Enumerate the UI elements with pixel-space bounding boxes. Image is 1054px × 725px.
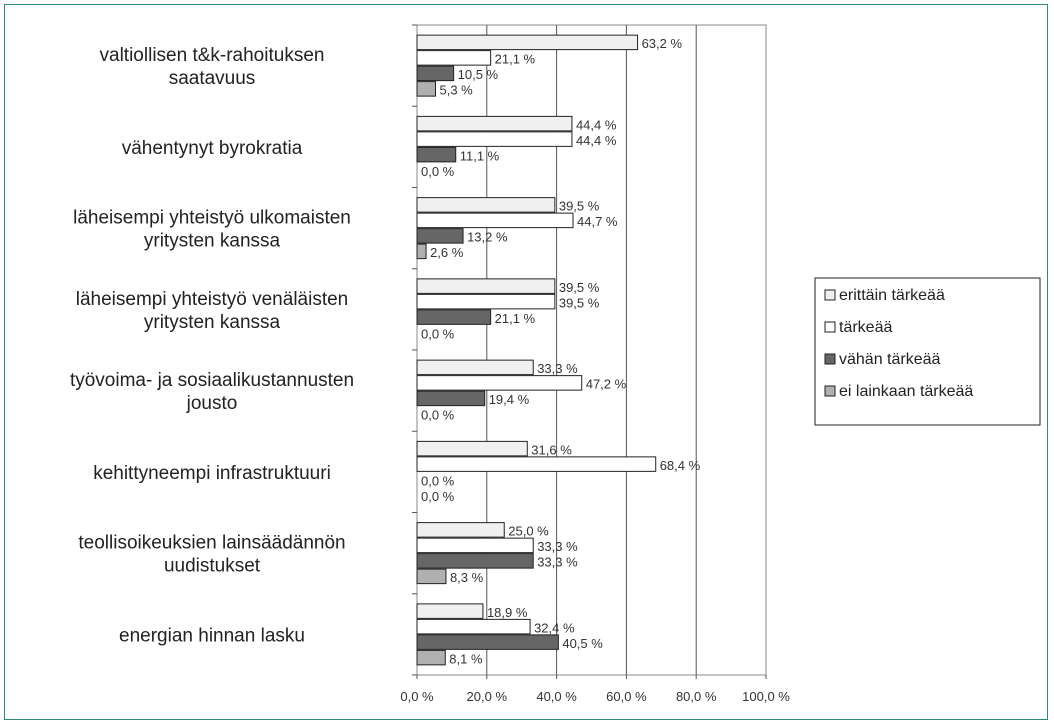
legend-label: ei lainkaan tärkeää [839, 383, 973, 400]
data-label: 21,1 % [495, 311, 536, 326]
category-labels: valtiollisen t&k-rahoituksen saatavuus väh… [70, 45, 354, 646]
bar [416, 309, 492, 325]
data-label: 0,0 % [421, 164, 455, 179]
bar [416, 440, 528, 457]
data-label: 0,0 % [421, 326, 455, 341]
legend-box [814, 277, 1041, 426]
legend-label: vähän tärkeää [839, 351, 941, 368]
bar [416, 603, 484, 619]
legend-label: erittäin tärkeää [839, 287, 945, 304]
legend-swatch [824, 353, 836, 365]
data-label: 25,0 % [508, 524, 549, 539]
data-label: 44,4 % [576, 133, 617, 148]
data-label: 39,5 % [559, 295, 600, 310]
data-label: 44,7 % [577, 214, 618, 229]
x-tick-label: 80,0 % [676, 689, 717, 704]
data-label: 0,0 % [421, 408, 455, 423]
data-label: 63,2 % [642, 36, 683, 51]
category-label: läheisempi yhteistyö ulkomaisten yrityste… [73, 208, 351, 252]
bar [416, 359, 534, 376]
data-labels: 63,2 %21,1 %10,5 %5,3 %44,4 %44,4 %11,1 … [421, 36, 701, 666]
data-label: 39,5 % [559, 280, 600, 295]
bar [416, 243, 427, 260]
data-label: 33,3 % [537, 539, 578, 554]
bar [416, 278, 556, 294]
data-label: 68,4 % [660, 458, 701, 473]
bars [416, 34, 657, 666]
data-label: 8,3 % [450, 570, 484, 585]
category-label: läheisempi yhteistyö venäläisten yrityste… [76, 289, 349, 333]
data-label: 39,5 % [559, 199, 600, 214]
category-label: työvoima- ja sosiaalikustannusten jousto [70, 370, 354, 414]
data-label: 33,3 % [537, 361, 578, 376]
legend-label: tärkeää [839, 319, 892, 336]
bar [416, 115, 573, 132]
data-label: 10,5 % [458, 67, 499, 82]
data-label: 8,1 % [449, 651, 483, 666]
bar [416, 146, 457, 163]
bar [416, 197, 556, 213]
category-label: valtiollisen t&k-rahoituksen saatavuus [100, 45, 325, 89]
bar [416, 568, 447, 585]
data-label: 11,1 % [460, 148, 500, 163]
x-tick-label: 40,0 % [536, 689, 577, 704]
bar [416, 456, 657, 472]
data-label: 0,0 % [421, 473, 455, 488]
data-label: 2,6 % [430, 245, 464, 260]
category-label: teollisoikeuksien lainsäädännön uudistuks… [78, 533, 345, 577]
data-label: 18,9 % [487, 605, 528, 620]
bar [416, 618, 531, 635]
bar [416, 553, 534, 569]
bar [416, 634, 559, 650]
legend-swatch [824, 289, 836, 301]
data-label: 19,4 % [489, 392, 530, 407]
bar [416, 34, 639, 51]
category-label: energian hinnan lasku [119, 625, 305, 646]
bar [416, 293, 556, 310]
x-tick-label: 60,0 % [606, 689, 647, 704]
legend-swatch [824, 385, 836, 397]
bar [416, 228, 464, 244]
bar [416, 81, 436, 97]
bar [416, 375, 583, 391]
x-tick-label: 0,0 % [400, 689, 434, 704]
data-label: 33,3 % [537, 555, 578, 570]
x-tick-label: 100,0 % [742, 689, 790, 704]
data-label: 44,4 % [576, 117, 617, 132]
data-label: 47,2 % [586, 377, 627, 392]
data-label: 40,5 % [562, 636, 603, 651]
bar [416, 131, 573, 147]
bar [416, 65, 455, 82]
category-label: vähentynyt byrokratia [122, 138, 303, 159]
legend: erittäin tärkeää tärkeää vähän tärkeää ei l… [814, 277, 1041, 426]
bar [416, 212, 574, 229]
bar [416, 390, 486, 407]
legend-swatch [824, 321, 836, 333]
data-label: 31,6 % [531, 442, 572, 457]
x-tick-label: 20,0 % [467, 689, 508, 704]
category-label: kehittyneempi infrastruktuuri [93, 463, 331, 484]
data-label: 0,0 % [421, 489, 455, 504]
data-label: 32,4 % [534, 620, 575, 635]
data-label: 21,1 % [495, 52, 536, 67]
bar [416, 537, 534, 554]
bar [416, 522, 505, 538]
bar [416, 649, 446, 666]
bar [416, 50, 492, 66]
data-label: 5,3 % [439, 83, 473, 98]
data-label: 13,2 % [467, 230, 508, 245]
x-axis-ticks: 0,0 % 20,0 % 40,0 % 60,0 % 80,0 % 100,0 % [400, 689, 790, 704]
